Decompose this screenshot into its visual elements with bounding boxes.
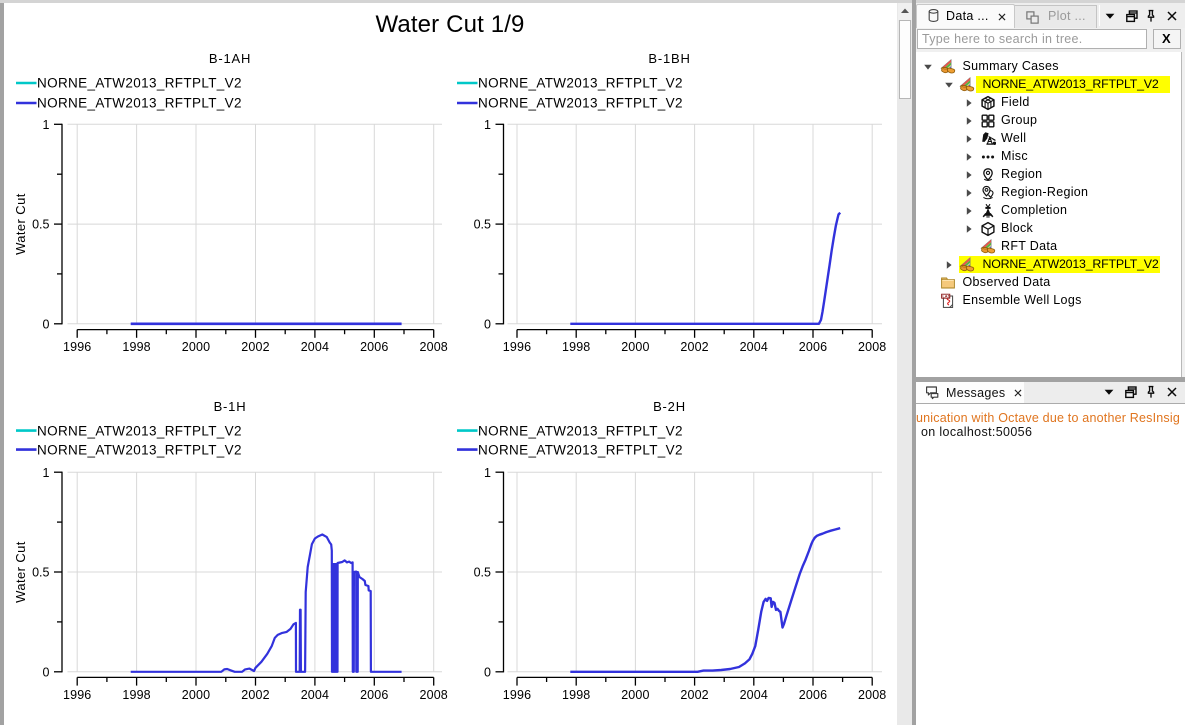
svg-text:0: 0 bbox=[43, 317, 50, 331]
svg-text:2008: 2008 bbox=[419, 688, 447, 702]
svg-text:2000: 2000 bbox=[182, 340, 210, 354]
svg-text:2006: 2006 bbox=[360, 340, 388, 354]
svg-text:1996: 1996 bbox=[503, 688, 531, 702]
svg-text:0: 0 bbox=[484, 665, 491, 679]
svg-text:0: 0 bbox=[43, 665, 50, 679]
svg-text:1996: 1996 bbox=[63, 340, 91, 354]
svg-text:NORNE_ATW2013_RFTPLT_V2: NORNE_ATW2013_RFTPLT_V2 bbox=[37, 442, 242, 457]
svg-text:1998: 1998 bbox=[122, 340, 150, 354]
svg-text:Water Cut: Water Cut bbox=[13, 193, 28, 255]
svg-text:2000: 2000 bbox=[621, 688, 649, 702]
svg-text:2006: 2006 bbox=[799, 340, 827, 354]
svg-text:1: 1 bbox=[43, 118, 50, 132]
svg-text:LAS: LAS bbox=[942, 293, 950, 298]
svg-text:B-2H: B-2H bbox=[653, 399, 686, 414]
svg-text:2000: 2000 bbox=[621, 340, 649, 354]
svg-text:2002: 2002 bbox=[241, 688, 269, 702]
svg-text:2004: 2004 bbox=[740, 340, 768, 354]
svg-text:NORNE_ATW2013_RFTPLT_V2: NORNE_ATW2013_RFTPLT_V2 bbox=[37, 423, 242, 438]
svg-text:1998: 1998 bbox=[562, 340, 590, 354]
svg-text:0.5: 0.5 bbox=[32, 218, 49, 232]
svg-text:0.5: 0.5 bbox=[32, 566, 49, 580]
svg-text:2002: 2002 bbox=[680, 340, 708, 354]
svg-text:1: 1 bbox=[484, 466, 491, 480]
svg-text:NORNE_ATW2013_RFTPLT_V2: NORNE_ATW2013_RFTPLT_V2 bbox=[478, 442, 683, 457]
svg-text:Water Cut 1/9: Water Cut 1/9 bbox=[375, 11, 524, 38]
svg-text:2006: 2006 bbox=[360, 688, 388, 702]
svg-text:NORNE_ATW2013_RFTPLT_V2: NORNE_ATW2013_RFTPLT_V2 bbox=[478, 96, 683, 111]
svg-text:Water Cut: Water Cut bbox=[13, 541, 28, 603]
svg-text:B-1AH: B-1AH bbox=[209, 51, 251, 66]
svg-text:NORNE_ATW2013_RFTPLT_V2: NORNE_ATW2013_RFTPLT_V2 bbox=[37, 76, 242, 91]
svg-text:2004: 2004 bbox=[740, 688, 768, 702]
svg-text:2006: 2006 bbox=[799, 688, 827, 702]
svg-text:1: 1 bbox=[484, 118, 491, 132]
svg-text:1998: 1998 bbox=[562, 688, 590, 702]
svg-text:NORNE_ATW2013_RFTPLT_V2: NORNE_ATW2013_RFTPLT_V2 bbox=[37, 96, 242, 111]
svg-text:2000: 2000 bbox=[182, 688, 210, 702]
svg-text:1: 1 bbox=[43, 466, 50, 480]
svg-text:0.5: 0.5 bbox=[474, 218, 491, 232]
svg-text:B-1BH: B-1BH bbox=[648, 51, 690, 66]
svg-text:1998: 1998 bbox=[122, 688, 150, 702]
svg-text:1996: 1996 bbox=[503, 340, 531, 354]
svg-text:2004: 2004 bbox=[301, 688, 329, 702]
svg-text:2008: 2008 bbox=[858, 688, 886, 702]
svg-text:2004: 2004 bbox=[301, 340, 329, 354]
svg-text:2008: 2008 bbox=[858, 340, 886, 354]
svg-text:2002: 2002 bbox=[680, 688, 708, 702]
svg-text:1996: 1996 bbox=[63, 688, 91, 702]
svg-text:0.5: 0.5 bbox=[474, 566, 491, 580]
svg-text:2008: 2008 bbox=[419, 340, 447, 354]
svg-text:2002: 2002 bbox=[241, 340, 269, 354]
svg-text:0: 0 bbox=[484, 317, 491, 331]
svg-text:NORNE_ATW2013_RFTPLT_V2: NORNE_ATW2013_RFTPLT_V2 bbox=[478, 423, 683, 438]
svg-text:NORNE_ATW2013_RFTPLT_V2: NORNE_ATW2013_RFTPLT_V2 bbox=[478, 76, 683, 91]
svg-text:B-1H: B-1H bbox=[214, 399, 247, 414]
